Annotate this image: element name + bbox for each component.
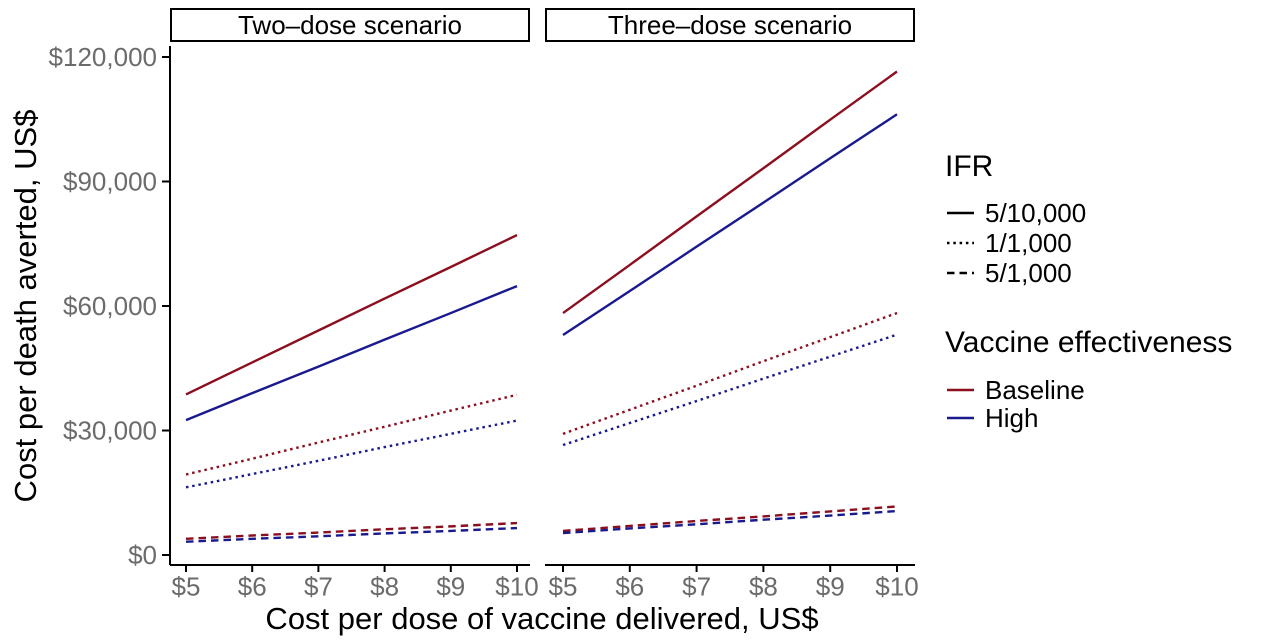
series-line-solid-high — [185, 284, 518, 422]
legend-item-ifr-solid: 5/10,000 — [945, 198, 1275, 228]
series-line-solid-baseline — [185, 233, 518, 396]
linetype-dotted-icon — [947, 241, 974, 245]
series-line-dashed-high — [185, 526, 518, 543]
series-line-solid-high — [562, 113, 898, 337]
series-line-dashed-baseline — [562, 505, 898, 533]
x-tick-label: $9 — [816, 571, 845, 601]
y-tick-label: $90,000 — [63, 166, 157, 196]
x-tick-label: $6 — [615, 571, 644, 601]
facet-strip-three-dose-label: Three–dose scenario — [607, 9, 853, 40]
legend-label-ifr-dashed: 5/1,000 — [985, 257, 1072, 288]
facet-strip-two-dose-label: Two–dose scenario — [237, 9, 463, 40]
series-line-dashed-high — [562, 509, 898, 535]
x-tick-label: $7 — [682, 571, 711, 601]
series-line-dashed-baseline — [185, 521, 518, 541]
legend-item-ifr-dashed: 5/1,000 — [945, 258, 1275, 288]
facet-strip-three-dose: Three–dose scenario — [545, 8, 915, 42]
legend: IFR 5/10,000 1/1,000 5/1,000 Vaccine eff… — [945, 150, 1275, 433]
series-line-dotted-baseline — [185, 393, 518, 476]
legend-label-baseline: Baseline — [985, 374, 1085, 405]
series-line-dotted-high — [185, 419, 518, 489]
legend-effectiveness: Vaccine effectiveness Baseline High — [945, 326, 1275, 433]
x-tick-label: $10 — [875, 571, 918, 601]
y-tick-label: $120,000 — [49, 42, 157, 72]
y-tick-label: $60,000 — [63, 291, 157, 321]
x-tick-label: $10 — [495, 571, 538, 601]
color-high-icon — [947, 416, 974, 420]
legend-label-high: High — [985, 402, 1039, 433]
x-tick-label: $8 — [370, 571, 399, 601]
linetype-solid-icon — [947, 211, 974, 215]
y-tick-label: $0 — [128, 540, 157, 570]
y-tick-label: $30,000 — [63, 415, 157, 445]
legend-effectiveness-title: Vaccine effectiveness — [945, 326, 1233, 359]
legend-label-ifr-dotted: 1/1,000 — [985, 227, 1072, 258]
legend-item-high: High — [945, 402, 1275, 433]
series-line-dotted-baseline — [562, 311, 898, 435]
linetype-dashed-icon — [947, 271, 974, 275]
legend-ifr-title: IFR — [945, 150, 994, 183]
x-tick-label: $7 — [304, 571, 333, 601]
facet-strip-two-dose: Two–dose scenario — [170, 8, 530, 42]
x-tick-label: $5 — [172, 571, 201, 601]
series-line-solid-baseline — [562, 70, 898, 315]
legend-item-ifr-dotted: 1/1,000 — [945, 228, 1275, 258]
color-baseline-icon — [947, 388, 974, 392]
legend-label-ifr-solid: 5/10,000 — [985, 197, 1087, 228]
x-tick-label: $8 — [749, 571, 778, 601]
legend-item-baseline: Baseline — [945, 374, 1275, 405]
series-line-dotted-high — [562, 333, 898, 447]
x-tick-label: $6 — [238, 571, 267, 601]
x-tick-label: $5 — [549, 571, 578, 601]
x-axis-title: Cost per dose of vaccine delivered, US$ — [265, 601, 819, 636]
x-tick-label: $9 — [436, 571, 465, 601]
